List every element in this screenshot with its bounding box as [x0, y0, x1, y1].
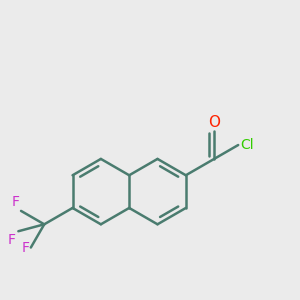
Text: F: F [8, 233, 15, 247]
Text: O: O [208, 115, 220, 130]
Text: F: F [21, 241, 29, 254]
Text: Cl: Cl [241, 138, 254, 152]
Text: F: F [11, 195, 20, 209]
